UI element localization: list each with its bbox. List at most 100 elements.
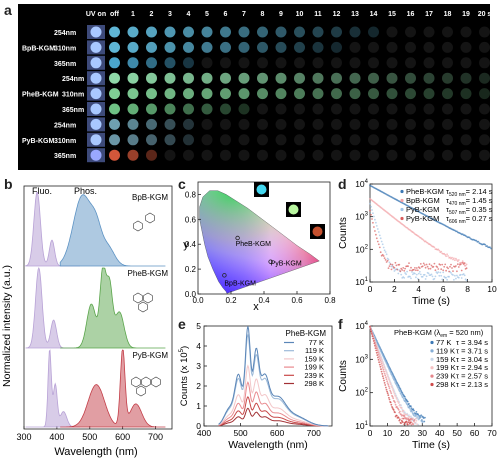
phosphor-spot [201, 149, 213, 161]
ring-shape [131, 376, 141, 388]
decay-point [402, 409, 405, 412]
decay-point [394, 401, 396, 404]
y-tick-label: 5 [196, 321, 201, 331]
decay-point [423, 264, 426, 266]
emission-glow [256, 184, 267, 195]
decay-point [463, 262, 466, 265]
decay-point [371, 209, 373, 211]
decay-point [444, 253, 447, 256]
fluo-spectrum [25, 349, 80, 428]
legend-tau: τ520 nm= 2.14 s [446, 187, 493, 198]
decay-point [385, 376, 387, 379]
decay-point [393, 392, 396, 395]
wavelength-label: 310nm [54, 45, 76, 52]
decay-point [414, 272, 416, 275]
decay-point [386, 382, 389, 384]
decay-point [456, 260, 459, 263]
decay-point [388, 261, 391, 264]
decay-point [380, 361, 382, 363]
phosphor-spot [257, 118, 268, 130]
phosphor-spot [405, 134, 416, 146]
phosphor-spot [423, 118, 435, 130]
y-tick-label: 0 [196, 421, 201, 431]
phosphor-spot [479, 26, 490, 38]
decay-point [463, 274, 466, 277]
decay-point [370, 213, 372, 216]
decay-point [408, 414, 410, 416]
decay-point [490, 247, 492, 250]
phosphor-spot [442, 57, 453, 69]
panel-letter-a: a [4, 2, 12, 18]
phosphor-spot [460, 149, 472, 161]
legend-marker [400, 198, 404, 203]
decay-point [380, 240, 383, 243]
decay-point [384, 251, 387, 253]
decay-point [434, 275, 437, 278]
x-tick-label: 4 [416, 284, 421, 294]
decay-point [386, 375, 389, 378]
x-tick-label: 400 [49, 432, 64, 442]
phosphor-spot [442, 88, 453, 100]
phosphor-spot [146, 88, 157, 100]
phosphor-spot [127, 118, 139, 130]
legend-marker [430, 340, 434, 345]
decay-ylabel: Counts [338, 360, 349, 392]
decay-point [383, 366, 386, 369]
y-tick-label: 103 [355, 354, 368, 364]
phosphor-spot [127, 134, 139, 146]
decay-point [437, 248, 440, 251]
legend-label: 119 K [305, 346, 324, 355]
decay-point [455, 265, 457, 267]
emission-glow [288, 204, 299, 215]
phosphor-spot [368, 72, 379, 84]
legend-tau: τ = 3.71 s [456, 346, 488, 355]
phosphor-spot [405, 26, 416, 38]
decay-point [376, 228, 379, 230]
decay-point [403, 395, 406, 398]
decay-point [402, 267, 405, 269]
decay-point [437, 271, 440, 273]
y-tick-exponent: 1 [365, 421, 369, 427]
wavelength-label: 365nm [62, 107, 84, 114]
phos-spectrum [60, 349, 166, 428]
decay-point [402, 397, 405, 400]
decay-point [388, 265, 391, 267]
material-label: PheB-KGM [22, 92, 59, 99]
decay-point [477, 240, 480, 243]
phosphor-spot [460, 88, 472, 100]
decay-point [440, 268, 443, 271]
y-tick-label: 101 [355, 421, 368, 431]
phosphor-spot [442, 118, 453, 130]
x-tick-label: 700 [148, 432, 163, 442]
phosphor-spot [331, 26, 342, 38]
phosphor-spot [109, 41, 120, 53]
cie-point [268, 259, 273, 264]
decay-frame [369, 183, 493, 283]
y-tick-exponent: 1 [365, 277, 369, 283]
decay-point [411, 271, 413, 273]
decay-point [383, 249, 386, 252]
col-label: 12 [333, 11, 341, 18]
phosphor-spot [146, 72, 157, 84]
cie-point-label: PyB-KGM [271, 261, 302, 268]
decay-point [415, 419, 418, 422]
y-tick-label: 3 [196, 361, 201, 371]
wavelength-label: 254nm [54, 30, 76, 37]
decay-point [378, 363, 381, 366]
decay-point [453, 257, 455, 260]
decay-point [400, 407, 403, 409]
decay-point [448, 275, 450, 278]
phosphor-spot [349, 57, 361, 69]
x-tick-label: 8 [465, 284, 470, 294]
decay-frame [369, 325, 493, 427]
legend-tau-value: = 0.35 s [466, 205, 493, 214]
col-label: UV on [86, 11, 106, 18]
phosphor-spot [294, 57, 305, 69]
decay-point [389, 371, 392, 374]
phosphor-spot [442, 41, 453, 53]
phosphor-spot [312, 72, 324, 84]
decay-xlabel: Time (s) [412, 439, 450, 451]
panel-letter-d: d [338, 176, 347, 192]
phosphor-spot [238, 26, 250, 38]
decay-point [457, 259, 460, 261]
